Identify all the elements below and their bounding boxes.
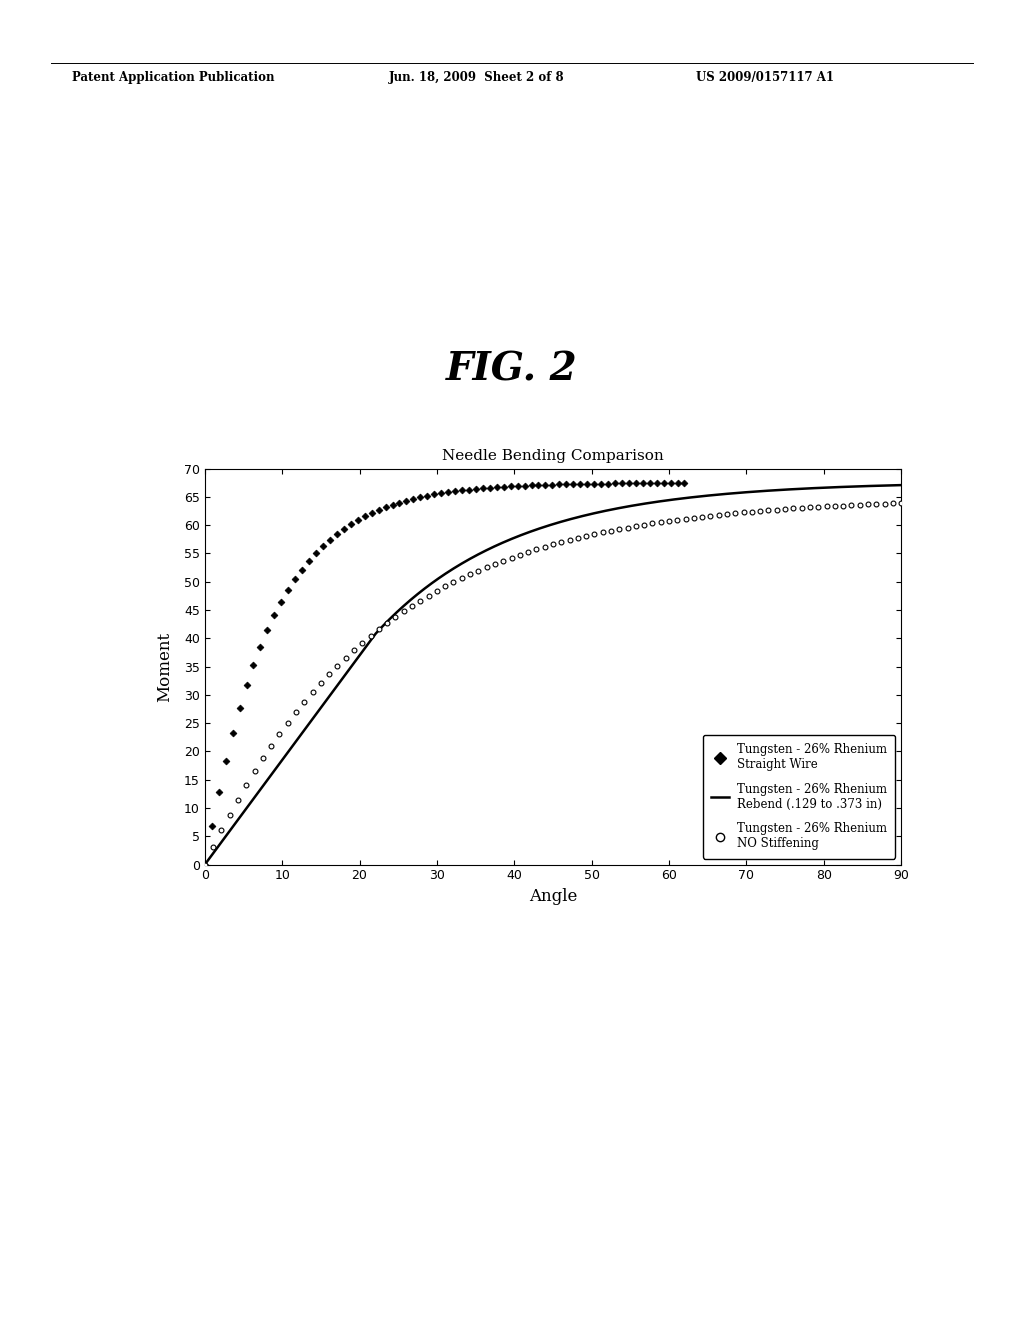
Text: Patent Application Publication: Patent Application Publication [72,71,274,84]
Legend: Tungsten - 26% Rhenium
Straight Wire, Tungsten - 26% Rhenium
Rebend (.129 to .37: Tungsten - 26% Rhenium Straight Wire, Tu… [702,734,895,859]
Y-axis label: Moment: Moment [156,631,173,702]
X-axis label: Angle: Angle [528,888,578,906]
Title: Needle Bending Comparison: Needle Bending Comparison [442,449,664,463]
Text: US 2009/0157117 A1: US 2009/0157117 A1 [696,71,835,84]
Text: FIG. 2: FIG. 2 [446,351,578,388]
Text: Jun. 18, 2009  Sheet 2 of 8: Jun. 18, 2009 Sheet 2 of 8 [389,71,565,84]
